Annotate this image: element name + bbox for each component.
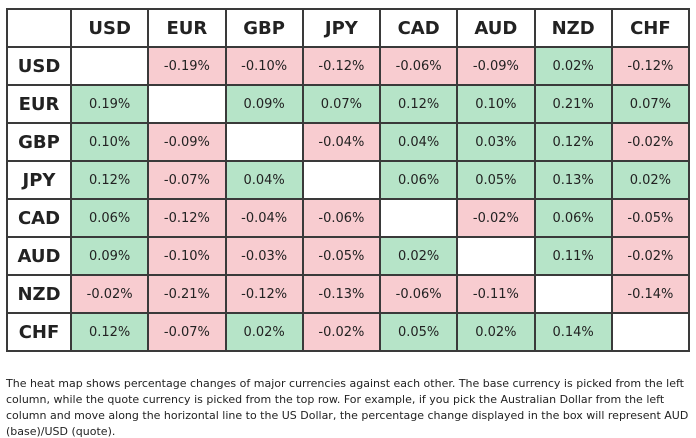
value-cell: -0.03% <box>224 236 304 276</box>
value-cell: 0.12% <box>378 84 459 124</box>
value-cell: -0.21% <box>147 274 227 314</box>
column-header: CHF <box>610 8 691 48</box>
value-cell: 0.14% <box>533 312 613 352</box>
value-cell: 0.06% <box>69 198 150 238</box>
value-cell: -0.04% <box>301 122 382 162</box>
value-cell: 0.11% <box>533 236 613 276</box>
value-cell: -0.02% <box>456 198 536 238</box>
value-cell: 0.02% <box>610 160 691 200</box>
column-header: CAD <box>378 8 459 48</box>
value-cell: 0.05% <box>456 160 536 200</box>
row-header: CAD <box>6 198 72 238</box>
value-cell: -0.06% <box>378 274 459 314</box>
value-cell: 0.07% <box>301 84 382 124</box>
corner-cell <box>6 8 72 48</box>
value-cell: -0.09% <box>147 122 227 162</box>
value-cell: -0.04% <box>224 198 304 238</box>
value-cell: -0.13% <box>301 274 382 314</box>
value-cell: -0.05% <box>610 198 691 238</box>
value-cell: -0.02% <box>610 122 691 162</box>
table-row: JPY 0.12% -0.07% 0.04% 0.06% 0.05% 0.13% 0.02% <box>6 160 691 200</box>
heat-map-table: USD EUR GBP JPY CAD AUD NZD CHF USD -0.19% -0.10%… <box>6 8 691 352</box>
table-row: CAD 0.06% -0.12% -0.04% -0.06% -0.02% 0.06% -0.… <box>6 198 691 238</box>
value-cell: 0.06% <box>533 198 613 238</box>
caption: The heat map shows percentage changes of… <box>6 377 689 438</box>
empty-cell <box>533 274 613 314</box>
value-cell: -0.12% <box>224 274 304 314</box>
value-cell: -0.12% <box>610 46 691 86</box>
column-header: USD <box>69 8 150 48</box>
value-cell: 0.21% <box>533 84 613 124</box>
empty-cell <box>378 198 459 238</box>
value-cell: 0.12% <box>69 312 150 352</box>
value-cell: 0.07% <box>610 84 691 124</box>
value-cell: -0.06% <box>301 198 382 238</box>
value-cell: 0.05% <box>378 312 459 352</box>
row-header: USD <box>6 46 72 86</box>
row-header: JPY <box>6 160 72 200</box>
table-body: USD -0.19% -0.10% -0.12% -0.06% -0.09% 0.02% -0… <box>6 46 691 352</box>
header-row: USD EUR GBP JPY CAD AUD NZD CHF <box>6 8 691 48</box>
value-cell: -0.05% <box>301 236 382 276</box>
column-header: JPY <box>301 8 382 48</box>
value-cell: -0.12% <box>301 46 382 86</box>
value-cell: -0.12% <box>147 198 227 238</box>
table-row: AUD 0.09% -0.10% -0.03% -0.05% 0.02% 0.11% -0.0… <box>6 236 691 276</box>
value-cell: -0.02% <box>301 312 382 352</box>
value-cell: 0.09% <box>224 84 304 124</box>
empty-cell <box>147 84 227 124</box>
table-row: EUR 0.19% 0.09% 0.07% 0.12% 0.10% 0.21% 0.07% <box>6 84 691 124</box>
value-cell: 0.03% <box>456 122 536 162</box>
value-cell: 0.02% <box>224 312 304 352</box>
empty-cell <box>456 236 536 276</box>
value-cell: -0.10% <box>224 46 304 86</box>
table-row: USD -0.19% -0.10% -0.12% -0.06% -0.09% 0.02% -0… <box>6 46 691 86</box>
value-cell: -0.10% <box>147 236 227 276</box>
value-cell: 0.13% <box>533 160 613 200</box>
row-header: CHF <box>6 312 72 352</box>
column-header: NZD <box>533 8 613 48</box>
value-cell: 0.04% <box>378 122 459 162</box>
value-cell: 0.02% <box>533 46 613 86</box>
empty-cell <box>224 122 304 162</box>
value-cell: -0.19% <box>147 46 227 86</box>
table-row: NZD -0.02% -0.21% -0.12% -0.13% -0.06% -0.11% -… <box>6 274 691 314</box>
value-cell: -0.02% <box>69 274 150 314</box>
empty-cell <box>610 312 691 352</box>
column-header: GBP <box>224 8 304 48</box>
value-cell: 0.12% <box>533 122 613 162</box>
value-cell: -0.14% <box>610 274 691 314</box>
value-cell: 0.12% <box>69 160 150 200</box>
row-header: EUR <box>6 84 72 124</box>
value-cell: -0.11% <box>456 274 536 314</box>
value-cell: -0.06% <box>378 46 459 86</box>
row-header: GBP <box>6 122 72 162</box>
column-header: EUR <box>147 8 227 48</box>
table-row: GBP 0.10% -0.09% -0.04% 0.04% 0.03% 0.12% -0.02… <box>6 122 691 162</box>
table-row: CHF 0.12% -0.07% 0.02% -0.02% 0.05% 0.02% 0.14% <box>6 312 691 352</box>
value-cell: -0.07% <box>147 160 227 200</box>
value-cell: -0.07% <box>147 312 227 352</box>
value-cell: 0.02% <box>456 312 536 352</box>
value-cell: 0.04% <box>224 160 304 200</box>
value-cell: -0.02% <box>610 236 691 276</box>
empty-cell <box>69 46 150 86</box>
value-cell: 0.19% <box>69 84 150 124</box>
value-cell: 0.10% <box>69 122 150 162</box>
value-cell: 0.09% <box>69 236 150 276</box>
value-cell: 0.06% <box>378 160 459 200</box>
value-cell: 0.10% <box>456 84 536 124</box>
column-header: AUD <box>456 8 536 48</box>
row-header: AUD <box>6 236 72 276</box>
value-cell: -0.09% <box>456 46 536 86</box>
row-header: NZD <box>6 274 72 314</box>
value-cell: 0.02% <box>378 236 459 276</box>
empty-cell <box>301 160 382 200</box>
